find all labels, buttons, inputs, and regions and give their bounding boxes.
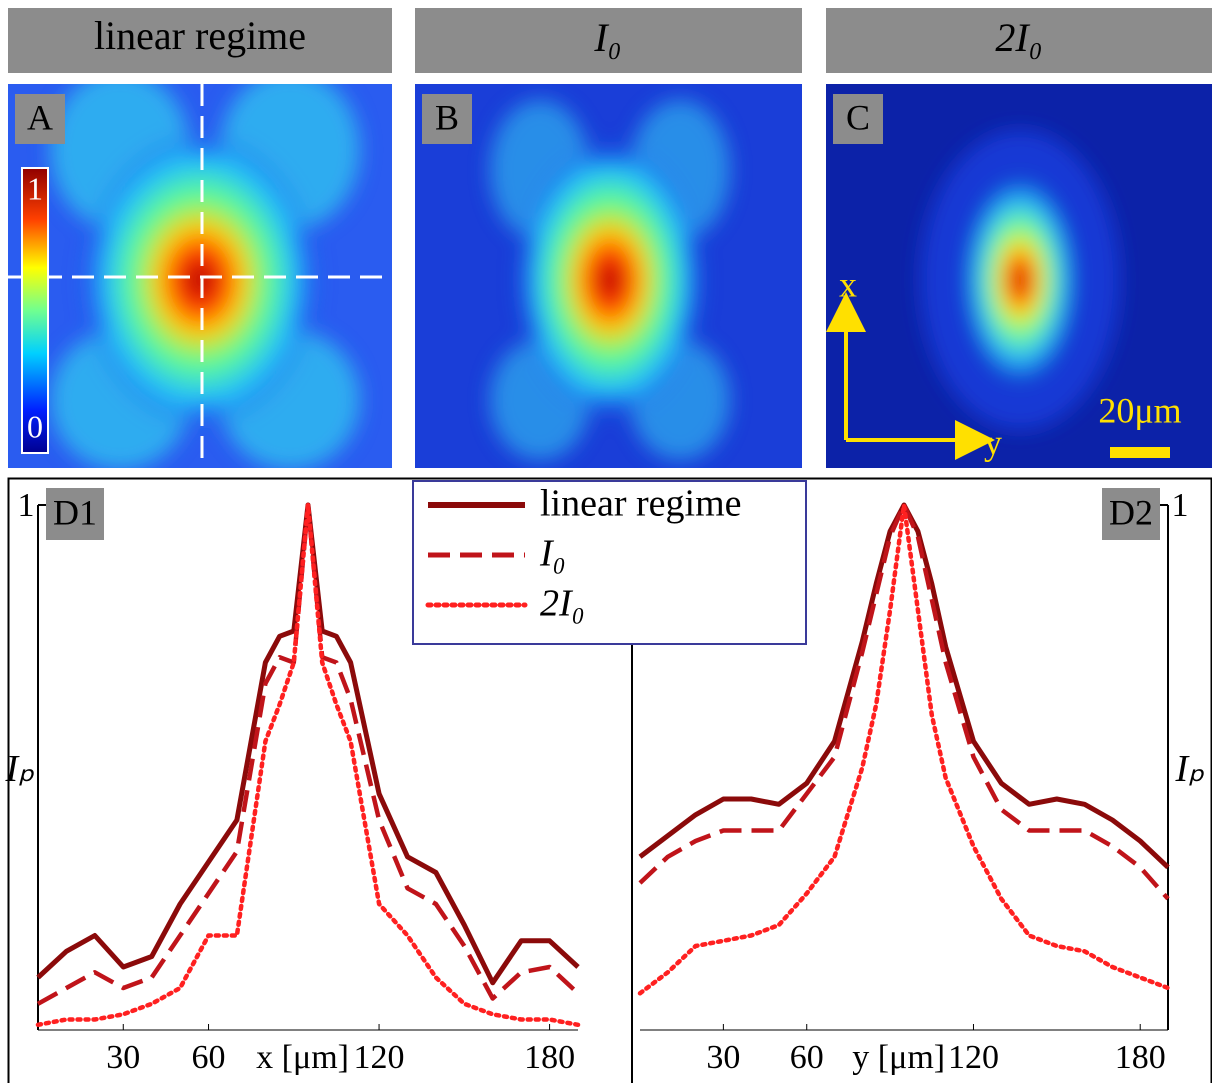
- x-tick-label: 120: [354, 1039, 405, 1076]
- legend: linear regime I₀ 2I₀: [412, 480, 807, 645]
- header-box: [415, 8, 802, 73]
- colorbar-max: 1: [27, 170, 43, 206]
- panel-letter: C: [846, 97, 870, 137]
- panel-header: linear regime: [94, 13, 306, 58]
- x-tick-label: 180: [524, 1039, 575, 1076]
- letter-box: [422, 94, 472, 144]
- heatmap: [826, 84, 1212, 468]
- x-tick-label: 60: [790, 1039, 824, 1076]
- letter-box: [46, 488, 104, 540]
- y-tick-label: 1: [18, 487, 35, 524]
- x-tick-label: 30: [706, 1039, 740, 1076]
- colorbar: [21, 167, 49, 454]
- letter-box: [15, 94, 65, 144]
- panel-header: I₀: [593, 15, 621, 60]
- y-axis-label: Iₚ: [1175, 748, 1206, 790]
- header-box: [8, 8, 392, 73]
- axis-name: y: [984, 422, 1002, 462]
- x-axis-label: x [μm]: [256, 1039, 349, 1076]
- y-axis-label: Iₚ: [5, 748, 36, 790]
- legend-label: 2I₀: [540, 583, 585, 625]
- legend-label: I₀: [539, 533, 566, 575]
- heatmap: [8, 84, 392, 468]
- x-tick-label: 30: [106, 1039, 140, 1076]
- x-axis-label: y [μm]: [852, 1039, 945, 1076]
- heatmap: [415, 84, 802, 468]
- x-tick-label: 120: [948, 1039, 999, 1076]
- scale-bar: [1110, 447, 1170, 458]
- panel-letter: A: [27, 97, 53, 137]
- header-box: [826, 8, 1212, 73]
- x-tick-label: 180: [1115, 1039, 1166, 1076]
- scale-bar-label: 20μm: [1098, 390, 1181, 430]
- series-line: [35, 502, 581, 1028]
- plots: 1 Iₚ 30 60 120 180 x [μm] D1 1 Iₚ 30 60 120 180 y [μm]…: [5, 480, 1206, 1083]
- panel-letter: B: [435, 97, 459, 137]
- series-line: [638, 502, 1170, 901]
- panel-letter: D1: [53, 492, 97, 532]
- axis-name: x: [839, 264, 857, 304]
- panel-header: 2I₀: [995, 15, 1042, 60]
- legend-label: linear regime: [540, 483, 742, 525]
- y-tick-label: 1: [1172, 487, 1189, 524]
- x-tick-label: 60: [192, 1039, 226, 1076]
- letter-box: [1102, 488, 1160, 540]
- legend-box: [412, 480, 807, 645]
- series-line: [637, 502, 1171, 996]
- letter-box: [833, 94, 883, 144]
- colorbar-min: 0: [27, 408, 43, 444]
- panel-letter: D2: [1109, 492, 1153, 532]
